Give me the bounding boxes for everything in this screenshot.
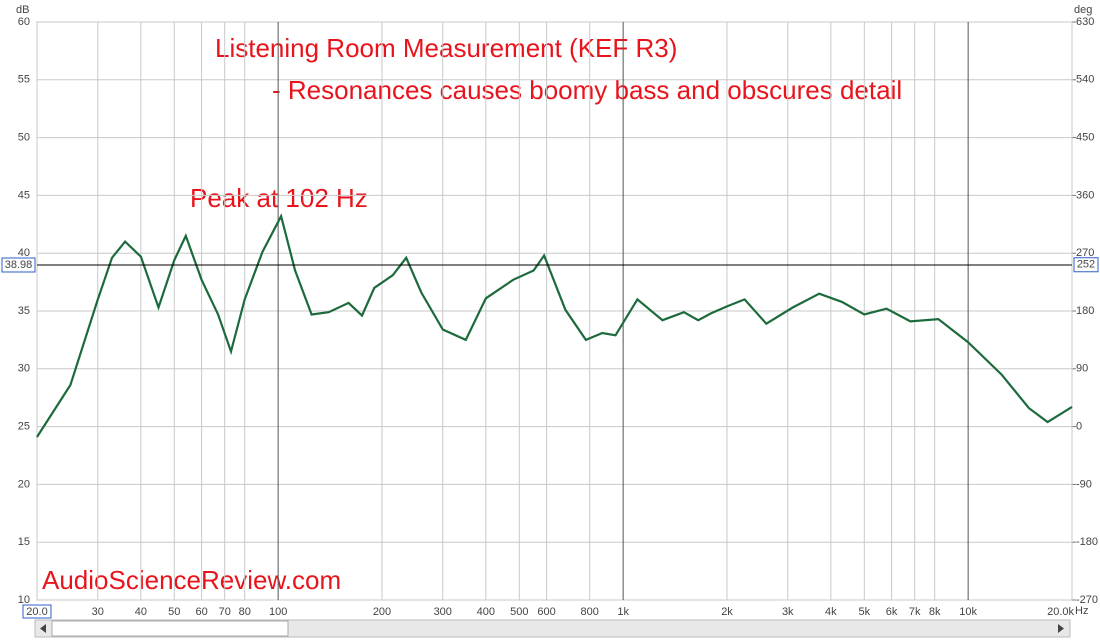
y2-tick-label: -90 — [1076, 478, 1092, 490]
y-tick-label: 20 — [18, 478, 30, 490]
y2-tick-label: 540 — [1076, 74, 1094, 86]
y2-tick-label: 450 — [1076, 132, 1094, 144]
y-tick-label: 10 — [18, 594, 30, 606]
scroll-right[interactable] — [1058, 624, 1064, 633]
annotation: Peak at 102 Hz — [190, 183, 368, 213]
x-tick-label: 5k — [858, 606, 870, 618]
y2-tick-label: 180 — [1076, 305, 1094, 317]
x-tick-label: 200 — [373, 606, 391, 618]
x-tick-label: 8k — [929, 606, 941, 618]
y-tick-label: 50 — [18, 132, 30, 144]
x-tick-label: 1k — [617, 606, 629, 618]
y-tick-label: 30 — [18, 363, 30, 375]
scroll-track[interactable] — [34, 619, 1071, 638]
scroll-left[interactable] — [40, 624, 46, 633]
data-line — [36, 213, 1073, 438]
x-tick-label: 6k — [886, 606, 898, 618]
y2-tick-label: 360 — [1076, 189, 1094, 201]
x-tick-label: 7k — [909, 606, 921, 618]
y-tick-label: 40 — [18, 247, 30, 259]
y2-tick-label: 630 — [1076, 16, 1094, 28]
x-unit: Hz — [1075, 605, 1088, 617]
x-tick-label: 10k — [959, 606, 977, 618]
y2-tick-label: -180 — [1076, 536, 1098, 548]
x-tick-label: 600 — [537, 606, 555, 618]
y-tick-label: 35 — [18, 305, 30, 317]
scrollbar[interactable] — [34, 619, 1071, 638]
scroll-thumb[interactable] — [51, 620, 289, 637]
x-tick-label: 3k — [782, 606, 794, 618]
y2-unit: deg — [1074, 4, 1092, 16]
cursor-y2-label: 252 — [1077, 259, 1095, 271]
x-tick-label: 20.0 — [26, 606, 47, 618]
x-tick-label: 40 — [135, 606, 147, 618]
x-tick-label: 100 — [269, 606, 287, 618]
y-tick-label: 25 — [18, 421, 30, 433]
x-tick-label: 50 — [168, 606, 180, 618]
y-unit: dB — [16, 4, 29, 16]
y-tick-label: 60 — [18, 16, 30, 28]
y-tick-label: 55 — [18, 74, 30, 86]
x-tick-box — [22, 604, 52, 619]
x-tick-label: 20.0k — [1047, 606, 1074, 618]
cursor-box — [1073, 257, 1099, 273]
x-tick-label: 500 — [510, 606, 528, 618]
y-tick-label: 15 — [18, 536, 30, 548]
x-tick-label: 30 — [92, 606, 104, 618]
y2-tick-label: 90 — [1076, 363, 1088, 375]
x-tick-label: 800 — [581, 606, 599, 618]
cursor-label: 38.98 — [5, 259, 33, 271]
y2-tick-label: 0 — [1076, 421, 1082, 433]
x-tick-label: 70 — [219, 606, 231, 618]
x-tick-label: 300 — [434, 606, 452, 618]
watermark: AudioScienceReview.com — [42, 565, 341, 595]
x-tick-label: 2k — [721, 606, 733, 618]
cursor-box — [1, 257, 36, 273]
chart-title: Listening Room Measurement (KEF R3) — [215, 33, 677, 63]
x-tick-label: 80 — [239, 606, 251, 618]
y2-tick-label: 270 — [1076, 247, 1094, 259]
y2-tick-label: -270 — [1076, 594, 1098, 606]
x-tick-label: 400 — [477, 606, 495, 618]
x-tick-label: 4k — [825, 606, 837, 618]
y-tick-label: 45 — [18, 189, 30, 201]
x-tick-label: 60 — [195, 606, 207, 618]
